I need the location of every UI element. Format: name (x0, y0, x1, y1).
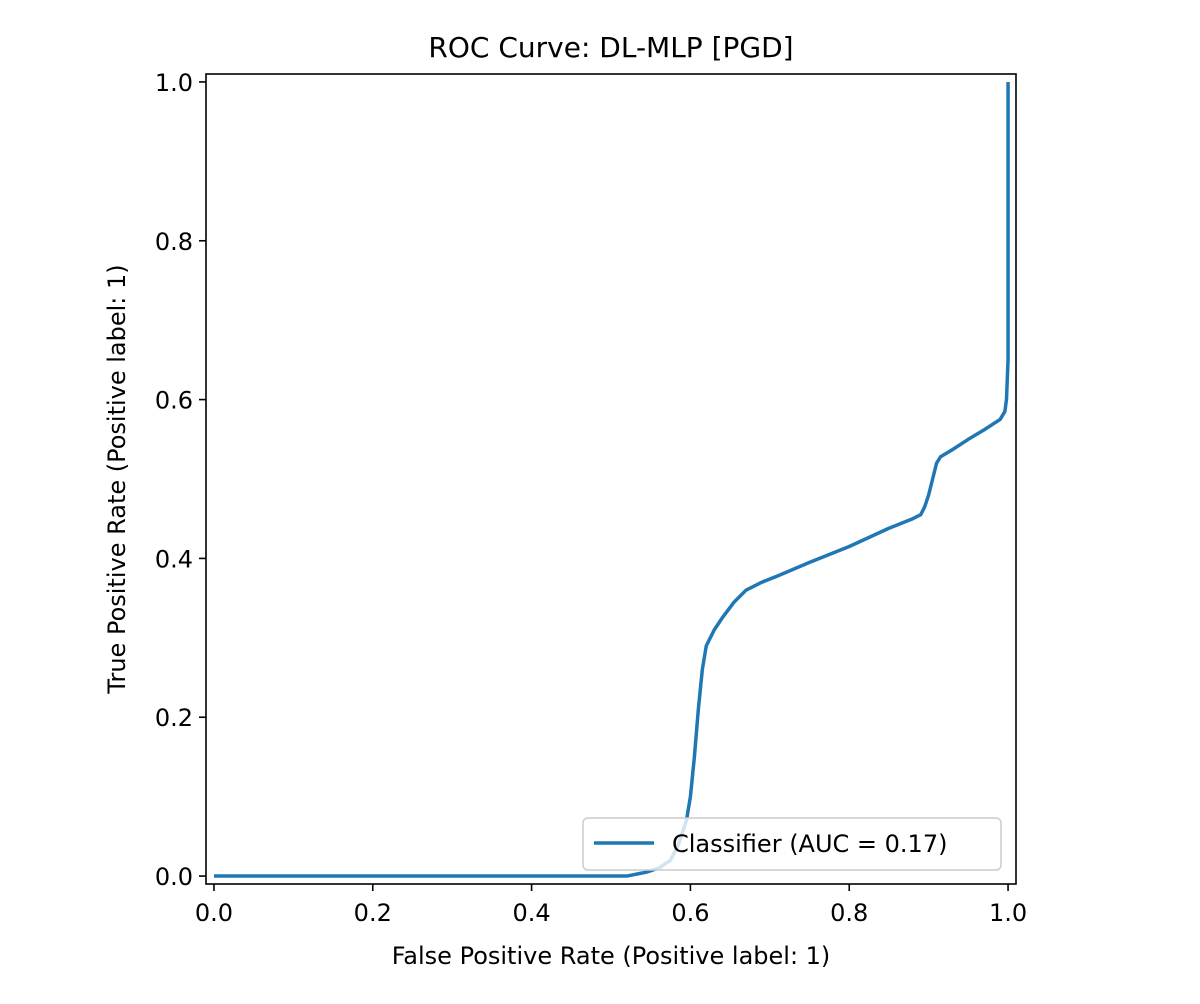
x-tick-label: 0.0 (195, 899, 233, 927)
y-tick-label: 0.8 (155, 228, 193, 256)
y-tick-label: 0.2 (155, 704, 193, 732)
x-tick-label: 0.8 (830, 899, 868, 927)
plot-frame (205, 73, 1017, 885)
plot-background (206, 74, 1016, 884)
x-tick-label: 1.0 (989, 899, 1027, 927)
legend: Classifier (AUC = 0.17) (582, 817, 1002, 871)
plot-area: 0.0 0.2 0.4 0.6 0.8 1.0 0.0 0.2 0.4 0.6 0.8 1.0 (155, 69, 1027, 927)
x-axis-ticks: 0.0 0.2 0.4 0.6 0.8 1.0 (195, 884, 1027, 927)
x-tick-label: 0.2 (354, 899, 392, 927)
y-tick-label: 0.6 (155, 387, 193, 415)
y-axis-ticks: 0.0 0.2 0.4 0.6 0.8 1.0 (155, 69, 206, 891)
legend-label: Classifier (AUC = 0.17) (672, 830, 947, 858)
y-tick-label: 0.4 (155, 545, 193, 573)
x-axis-label: False Positive Rate (Positive label: 1) (392, 942, 831, 970)
x-tick-label: 0.4 (513, 899, 551, 927)
x-tick-label: 0.6 (671, 899, 709, 927)
y-axis-label: True Positive Rate (Positive label: 1) (103, 264, 131, 694)
legend-box (582, 817, 1002, 871)
y-tick-label: 0.0 (155, 863, 193, 891)
chart-title: ROC Curve: DL-MLP [PGD] (428, 31, 793, 64)
y-tick-label: 1.0 (155, 69, 193, 97)
